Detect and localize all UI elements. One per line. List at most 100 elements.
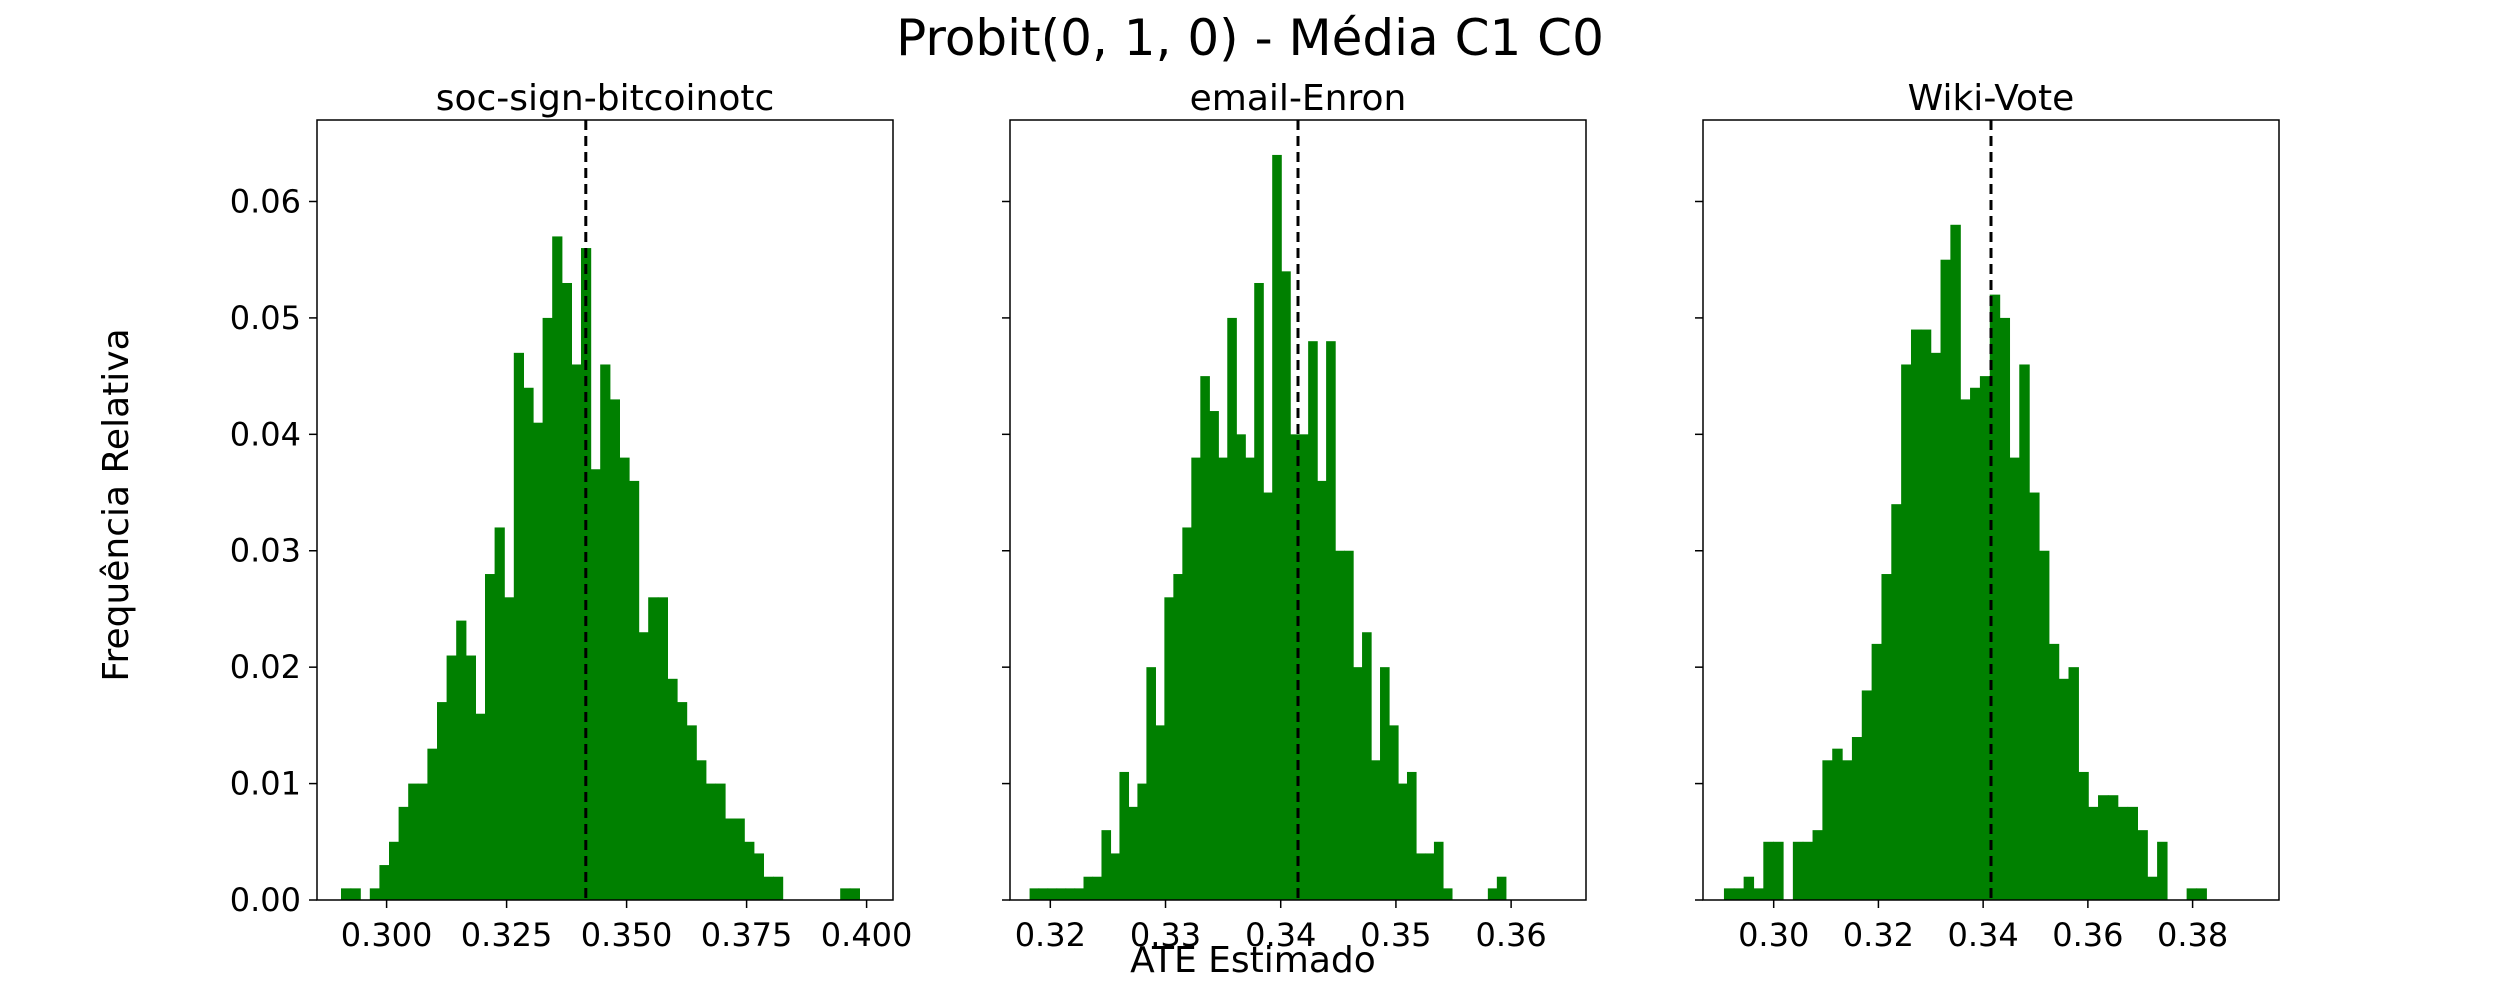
histogram-bar	[1281, 271, 1291, 901]
panel-email-enron: email-Enron 0.32 0.33 0.34 0.35 0.36	[1002, 78, 1587, 954]
histogram-bar	[533, 422, 544, 900]
histogram-bar	[1146, 667, 1156, 900]
histogram-bar	[2157, 841, 2168, 900]
histogram-bar	[1753, 888, 1764, 900]
histogram-bar	[1433, 841, 1444, 900]
histogram-bar	[609, 399, 620, 900]
histogram-bar	[494, 527, 505, 900]
histogram-bar	[1029, 888, 1040, 900]
histogram-bar	[1245, 457, 1255, 900]
histogram-bar	[1950, 224, 1961, 900]
histogram-bar	[1263, 492, 1273, 900]
histogram-bar	[763, 876, 774, 900]
histogram-bar	[571, 364, 582, 901]
histogram-bar	[1802, 841, 1814, 900]
histogram-bar	[753, 853, 764, 900]
histogram-bar	[696, 760, 707, 900]
histogram-bar	[1442, 888, 1453, 900]
histogram-bar	[561, 282, 572, 900]
histogram-bar	[1380, 667, 1390, 900]
histogram-bar	[677, 702, 688, 900]
histogram-bar	[1999, 317, 2011, 900]
histogram-bar	[1218, 457, 1228, 900]
histogram-bar	[350, 888, 361, 900]
histogram-bar	[1065, 888, 1076, 900]
x-tick-label: 0.35	[1360, 916, 1431, 954]
histogram-bar	[2019, 364, 2030, 901]
histogram-bar	[1901, 364, 1912, 901]
histogram-bar	[427, 748, 438, 900]
histogram-bar	[1317, 480, 1327, 900]
histogram-bar	[1254, 282, 1264, 900]
figure-title: Probit(0, 1, 0) - Média C1 C0	[896, 9, 1604, 67]
histogram-bar	[2098, 795, 2109, 900]
histogram-bar	[369, 888, 380, 900]
x-tick-label: 0.375	[701, 916, 793, 954]
histogram-bar	[2058, 678, 2070, 900]
y-tick-label: 0.01	[230, 765, 301, 803]
histogram-bar	[552, 236, 563, 901]
histogram-bar	[523, 387, 534, 900]
histogram-bar	[1227, 317, 1237, 900]
histogram-bar	[1362, 632, 1372, 900]
y-tick-label: 0.04	[230, 415, 301, 453]
histogram-bar	[408, 783, 419, 900]
x-tick-label: 0.350	[581, 916, 673, 954]
histogram-bar	[667, 678, 678, 900]
histogram-bar	[1344, 550, 1354, 900]
histogram-bar	[417, 783, 428, 900]
histogram-bar	[398, 806, 409, 900]
histogram-bar	[638, 632, 649, 900]
histogram-bar	[1110, 853, 1121, 900]
histogram-bar	[2117, 806, 2129, 900]
histogram-bar	[1272, 154, 1282, 900]
histogram-bar	[1173, 574, 1183, 900]
histogram-bar	[379, 865, 390, 900]
axes-frame	[316, 119, 894, 901]
histogram-bar	[1861, 690, 1873, 900]
y-tick-label: 0.05	[230, 299, 301, 337]
histogram-bar	[1191, 457, 1201, 900]
histogram-bar	[686, 725, 697, 900]
histogram-bar	[485, 574, 496, 900]
histogram-bar	[1155, 725, 1165, 900]
histogram-bar	[1371, 760, 1381, 900]
histogram-bar	[1397, 783, 1408, 900]
histogram-bar	[2068, 667, 2079, 900]
histogram-bar	[1940, 259, 1951, 900]
histogram-bar	[1812, 830, 1823, 900]
x-tick-label: 0.300	[341, 916, 433, 954]
histogram-bar	[1083, 876, 1094, 900]
histogram-bar	[1822, 760, 1833, 900]
histogram-bar	[1406, 771, 1417, 900]
histogram-bar	[1415, 853, 1426, 900]
histogram-bar	[1101, 830, 1112, 900]
histogram-bar	[1038, 888, 1049, 900]
histogram-bar	[1335, 550, 1345, 900]
x-tick-label: 0.33	[1130, 916, 1201, 954]
x-tick-label: 0.38	[2157, 916, 2228, 954]
histogram-bar	[1960, 399, 1971, 900]
histogram-bar	[1200, 376, 1210, 900]
histogram-bar	[542, 317, 553, 900]
panel-title: Wiki-Vote	[1908, 78, 2075, 119]
histogram-bar	[1209, 411, 1219, 900]
axes-frame	[1009, 119, 1587, 901]
histogram-bar	[734, 818, 745, 900]
x-tick-label: 0.36	[2052, 916, 2123, 954]
histogram-bar	[1723, 888, 1735, 900]
histogram-bar	[1056, 888, 1067, 900]
histogram-bar	[2147, 876, 2158, 900]
histogram-bar	[1920, 329, 1932, 900]
histogram-bar	[1970, 387, 1981, 900]
histogram-bar	[657, 597, 668, 900]
histogram-bar	[504, 597, 515, 900]
panel-soc-sign-bitcoinotc: soc-sign-bitcoinotc 0.300 0.325 0.350 0.375 0…	[230, 78, 913, 954]
histogram-bar	[840, 888, 851, 900]
histogram-bar	[1047, 888, 1058, 900]
histogram-bar	[2196, 888, 2207, 900]
histogram-bar	[475, 713, 486, 900]
histogram-bar	[619, 457, 630, 900]
histogram-bar	[1496, 876, 1507, 900]
histogram-bar	[2078, 771, 2089, 900]
